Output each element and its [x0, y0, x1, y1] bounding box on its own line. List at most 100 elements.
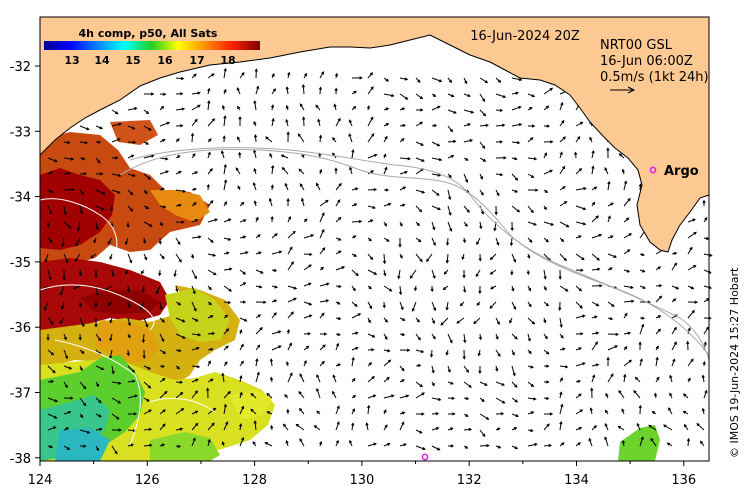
- vector-head: [582, 222, 587, 226]
- current-vector: [431, 205, 441, 210]
- current-vector: [463, 428, 472, 431]
- vector-head: [308, 302, 313, 306]
- current-vector: [575, 362, 585, 367]
- vector-head: [320, 266, 325, 270]
- vector-head: [448, 196, 452, 201]
- vector-head: [178, 259, 182, 263]
- vector-head: [270, 184, 274, 188]
- current-vector: [79, 397, 86, 406]
- vector-head: [401, 411, 406, 415]
- vector-head: [545, 239, 549, 243]
- current-vector: [463, 365, 469, 373]
- vector-head: [514, 384, 518, 388]
- vector-head: [318, 134, 323, 139]
- vector-head: [529, 239, 533, 243]
- vector-head: [578, 427, 583, 431]
- vector-head: [518, 77, 523, 82]
- vector-head: [384, 424, 388, 428]
- vector-head: [166, 121, 171, 125]
- current-vector: [332, 391, 337, 399]
- vector-head: [421, 158, 425, 162]
- current-vector: [383, 285, 392, 292]
- vector-head: [463, 339, 467, 344]
- vector-head: [514, 157, 518, 161]
- vector-head: [560, 101, 564, 106]
- current-vector: [191, 438, 196, 447]
- current-vector: [511, 301, 516, 310]
- vector-head: [175, 288, 179, 293]
- current-vector: [265, 442, 273, 447]
- current-vector: [109, 349, 113, 359]
- colorbar-labels: 13 14 15 16 17 18: [64, 54, 235, 67]
- current-vector: [367, 117, 374, 127]
- vector-head: [594, 315, 598, 319]
- current-vector: [426, 253, 433, 262]
- vector-head: [634, 376, 639, 380]
- vector-head: [533, 222, 537, 226]
- vector-head: [210, 239, 214, 243]
- current-vector: [223, 68, 227, 79]
- vector-head: [387, 202, 392, 206]
- vector-head: [515, 414, 520, 418]
- current-vector: [623, 300, 634, 303]
- current-vector: [623, 285, 633, 289]
- vector-head: [303, 360, 307, 364]
- current-vector: [367, 301, 372, 309]
- vector-head: [529, 107, 533, 111]
- current-vector: [623, 198, 631, 207]
- vector-head: [158, 241, 162, 245]
- vector-head: [131, 126, 136, 130]
- current-vector: [250, 393, 257, 399]
- vector-head: [419, 430, 423, 434]
- vector-head: [359, 76, 363, 80]
- vector-head: [693, 231, 697, 235]
- current-vector: [543, 221, 554, 226]
- vector-head: [278, 250, 283, 254]
- current-vector: [95, 397, 102, 403]
- vector-head: [52, 370, 56, 374]
- current-vector: [476, 237, 481, 245]
- current-vector: [255, 269, 264, 274]
- vector-head: [207, 438, 211, 443]
- vector-head: [545, 105, 550, 109]
- current-vector: [511, 333, 518, 340]
- current-vector: [63, 349, 68, 359]
- vector-head: [97, 160, 101, 164]
- current-vector: [63, 205, 66, 215]
- vector-head: [226, 251, 230, 255]
- vector-head: [578, 167, 583, 172]
- vector-head: [270, 215, 274, 220]
- current-vector: [687, 231, 697, 239]
- vector-head: [76, 228, 81, 232]
- current-vector: [671, 359, 675, 367]
- current-vector: [127, 429, 136, 432]
- vector-head: [177, 302, 182, 306]
- current-vector: [314, 425, 321, 431]
- vector-head: [227, 300, 232, 305]
- vector-head: [147, 176, 152, 180]
- vector-head: [638, 341, 642, 345]
- vector-head: [429, 354, 434, 358]
- vector-head: [373, 187, 378, 192]
- vector-head: [448, 174, 452, 179]
- land-mass: [39, 16, 710, 253]
- current-vector: [687, 265, 696, 271]
- vector-head: [464, 80, 468, 85]
- current-vector: [623, 233, 632, 239]
- current-vector: [47, 317, 54, 325]
- current-vector: [75, 253, 81, 262]
- vector-head: [404, 170, 408, 174]
- vector-head: [321, 212, 325, 216]
- vector-head: [321, 228, 325, 233]
- vector-head: [352, 408, 355, 412]
- current-vector: [239, 437, 244, 447]
- current-vector: [255, 372, 260, 383]
- vector-head: [366, 105, 371, 109]
- current-vector: [73, 285, 81, 290]
- vector-head: [566, 224, 570, 228]
- vector-head: [582, 314, 586, 318]
- vector-head: [387, 359, 392, 363]
- vector-head: [207, 87, 211, 92]
- vector-head: [389, 288, 393, 292]
- vector-head: [162, 350, 167, 354]
